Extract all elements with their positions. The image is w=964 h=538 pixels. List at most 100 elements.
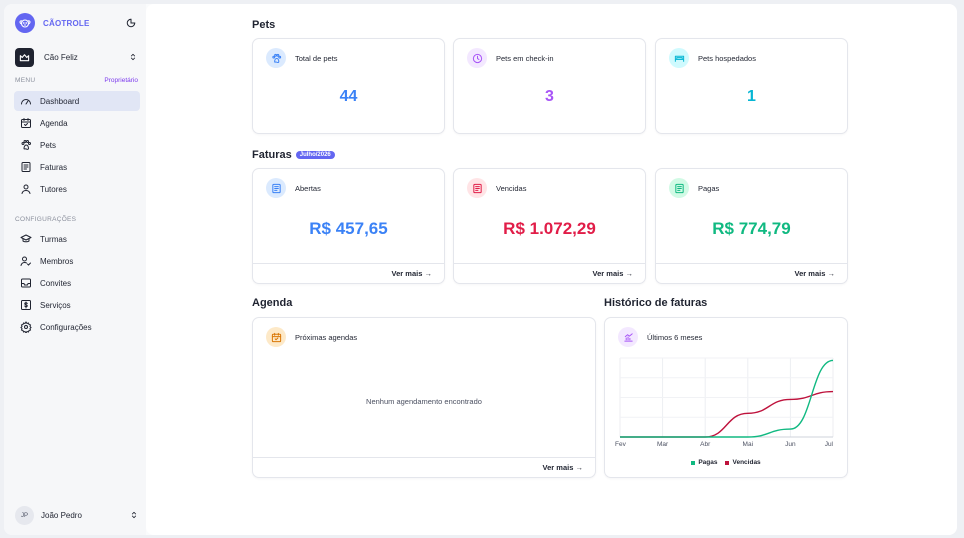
sidebar-item-dashboard[interactable]: Dashboard	[14, 91, 140, 111]
card-title: Pets em check-in	[496, 53, 554, 63]
chevron-up-down-icon	[130, 511, 138, 521]
invoice-card-vencidas: Vencidas R$ 1.072,29 Ver mais →	[453, 168, 646, 284]
series-line-pagas	[619, 359, 834, 438]
stat-value: 44	[339, 88, 358, 105]
period-badge: Julho/2026	[295, 151, 335, 159]
invoice-value: R$ 774,79	[712, 219, 791, 238]
stat-card-pets-checkin: Pets em check-in 3	[453, 38, 646, 134]
card-title: Vencidas	[496, 183, 527, 193]
x-tick-label: Jun	[785, 441, 796, 448]
calendar-icon	[21, 118, 31, 128]
user-menu[interactable]: JP João Pedro	[15, 506, 138, 525]
gear-icon	[20, 321, 32, 333]
x-tick-label: Mai	[743, 441, 753, 448]
paw-icon	[21, 140, 31, 150]
sidebar-item-configuracoes[interactable]: Configurações	[14, 317, 140, 337]
brand[interactable]: CÃOTROLE	[15, 13, 137, 33]
paw-icon	[266, 48, 286, 68]
sidebar-item-convites[interactable]: Convites	[14, 273, 140, 293]
invoice-icon	[467, 178, 487, 198]
card-footer: Ver mais →	[656, 263, 847, 283]
invoices-title: Faturas	[252, 149, 292, 161]
sidebar-item-turmas[interactable]: Turmas	[14, 229, 140, 249]
sidebar-item-label: Membros	[40, 256, 74, 266]
legend-item-vencidas: Vencidas	[725, 459, 761, 466]
history-section-title: Histórico de faturas	[604, 297, 708, 309]
stat-value: 3	[545, 88, 554, 105]
see-more-link[interactable]: Ver mais →	[391, 269, 432, 278]
history-line-chart: Fev Mar Abr Mai Jun Jul	[615, 357, 834, 448]
inbox-icon	[21, 278, 31, 288]
gauge-icon	[21, 99, 31, 105]
organization-name: Cão Feliz	[44, 53, 78, 62]
x-tick-label: Fev	[615, 441, 627, 448]
invoice-card-pagas: Pagas R$ 774,79 Ver mais →	[655, 168, 848, 284]
sidebar-item-servicos[interactable]: Serviços	[14, 295, 140, 315]
x-tick-label: Mar	[657, 441, 669, 448]
sidebar-item-label: Faturas	[40, 162, 68, 172]
card-footer: Ver mais →	[253, 457, 595, 477]
settings-section-label: CONFIGURAÇÕES	[15, 216, 77, 223]
theme-toggle-icon[interactable]	[125, 17, 137, 29]
x-tick-label: Jul	[825, 441, 834, 448]
card-title: Pagas	[698, 183, 720, 193]
sidebar-item-pets[interactable]: Pets	[14, 135, 140, 155]
organization-selector[interactable]: Cão Feliz	[15, 48, 137, 67]
role-badge: Proprietário	[104, 77, 138, 84]
card-title: Próximas agendas	[295, 332, 358, 342]
see-more-link[interactable]: Ver mais →	[592, 269, 633, 278]
legend-label: Pagas	[698, 459, 718, 466]
sidebar-item-agenda[interactable]: Agenda	[14, 113, 140, 133]
card-title: Abertas	[295, 183, 321, 193]
invoices-section-title: Faturas Julho/2026	[252, 149, 335, 161]
user-name: João Pedro	[41, 511, 82, 520]
series-line-vencidas	[619, 390, 834, 438]
clock-icon	[467, 48, 487, 68]
card-title: Últimos 6 meses	[647, 332, 703, 342]
crown-icon	[15, 48, 34, 67]
stat-card-pets-hospedados: Pets hospedados 1	[655, 38, 848, 134]
dollar-square-icon	[21, 300, 31, 310]
see-more-link[interactable]: Ver mais →	[794, 269, 835, 278]
brand-name: CÃOTROLE	[43, 18, 90, 28]
user-check-icon	[20, 256, 31, 266]
sidebar: CÃOTROLE Cão Feliz MENU Proprie	[4, 4, 146, 535]
sidebar-item-label: Convites	[40, 278, 72, 288]
pets-section-title: Pets	[252, 19, 276, 31]
sidebar-item-label: Pets	[40, 140, 57, 150]
chart-legend: Pagas Vencidas	[605, 459, 847, 466]
card-footer: Ver mais →	[253, 263, 444, 283]
agenda-card: Próximas agendas Nenhum agendamento enco…	[252, 317, 596, 478]
agenda-section-title: Agenda	[252, 297, 293, 309]
empty-state-text: Nenhum agendamento encontrado	[366, 397, 482, 406]
sidebar-item-label: Configurações	[40, 322, 92, 332]
sidebar-item-tutores[interactable]: Tutores	[14, 179, 140, 199]
card-title: Pets hospedados	[698, 53, 756, 63]
invoice-value: R$ 457,65	[309, 219, 388, 238]
sidebar-item-label: Tutores	[40, 184, 67, 194]
menu-label: MENU	[15, 77, 36, 84]
card-footer: Ver mais →	[454, 263, 645, 283]
sidebar-item-label: Serviços	[40, 300, 71, 310]
invoice-value: R$ 1.072,29	[503, 219, 596, 238]
legend-swatch	[725, 460, 730, 465]
card-title: Total de pets	[295, 53, 338, 63]
graduation-cap-icon	[20, 234, 32, 243]
history-card: Últimos 6 meses Fev Mar Abr Mai Jun Jul Pagas…	[604, 317, 848, 478]
invoice-card-abertas: Abertas R$ 457,65 Ver mais →	[252, 168, 445, 284]
calendar-icon	[266, 327, 286, 347]
invoice-icon	[669, 178, 689, 198]
dog-logo-icon	[15, 13, 35, 33]
bed-icon	[669, 48, 689, 68]
sidebar-item-membros[interactable]: Membros	[14, 251, 140, 271]
user-icon	[21, 184, 31, 194]
chart-icon	[618, 327, 638, 347]
chevron-up-down-icon	[129, 53, 137, 63]
legend-label: Vencidas	[732, 459, 761, 466]
sidebar-item-faturas[interactable]: Faturas	[14, 157, 140, 177]
see-more-link[interactable]: Ver mais →	[542, 463, 583, 472]
menu-header: MENU Proprietário	[15, 77, 138, 84]
legend-item-pagas: Pagas	[691, 459, 717, 466]
main-content: Pets Total de pets 44 Pets em check-in 3	[146, 4, 957, 535]
x-tick-label: Abr	[700, 441, 711, 448]
